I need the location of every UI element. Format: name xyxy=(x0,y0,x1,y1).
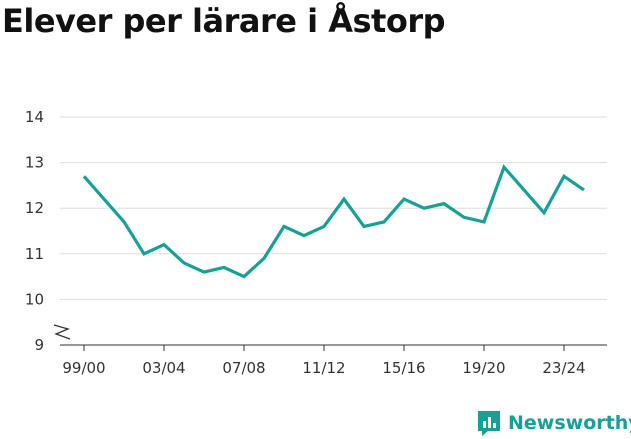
grid-lines xyxy=(60,116,607,300)
y-tick-label-11: 11 xyxy=(25,245,44,263)
x-tick-label-03/04: 03/04 xyxy=(142,359,185,377)
series-line-0 xyxy=(82,164,585,279)
series-lines xyxy=(82,164,585,279)
y-axis-break-icon xyxy=(53,324,71,340)
newsworthy-logo-icon xyxy=(478,411,500,436)
chart-title: Elever per lärare i Åstorp xyxy=(2,2,446,40)
x-tick-label-23/24: 23/24 xyxy=(542,359,585,377)
brand-logo: Newsworthy xyxy=(476,407,631,439)
x-tick-label-99/00: 99/00 xyxy=(62,359,105,377)
y-tick-label-13: 13 xyxy=(25,154,44,172)
x-tick-label-07/08: 07/08 xyxy=(222,359,265,377)
y-tick-label-10: 10 xyxy=(25,290,44,308)
x-tick-label-11/12: 11/12 xyxy=(302,359,345,377)
y-tick-label-14: 14 xyxy=(25,108,44,126)
x-tick-label-19/20: 19/20 xyxy=(462,359,505,377)
y-tick-label-12: 12 xyxy=(25,199,44,217)
x-tick-label-15/16: 15/16 xyxy=(382,359,425,377)
brand-name: Newsworthy xyxy=(508,412,631,434)
axes xyxy=(53,324,607,351)
tick-labels: 9 10 11 12 13 14 99/00 03/04 07/08 11/12 15/16 19/2… xyxy=(25,108,586,377)
y-tick-label-9: 9 xyxy=(34,336,44,354)
